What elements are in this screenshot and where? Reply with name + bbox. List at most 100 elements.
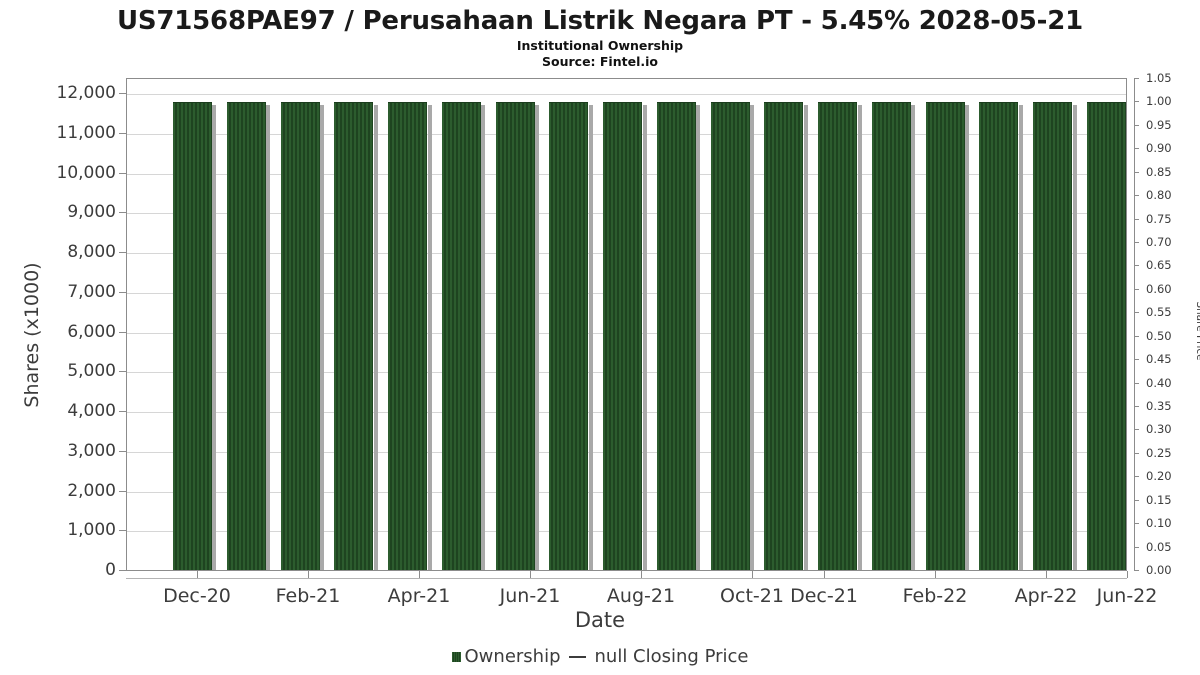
y-axis-right-tick-mark xyxy=(1134,523,1139,524)
y-axis-left-tick-label: 8,000 xyxy=(67,242,116,262)
bar[interactable] xyxy=(818,102,857,570)
y-axis-left-tick-mark xyxy=(119,570,126,571)
bar-shadow xyxy=(428,105,432,570)
x-axis-tick-mark xyxy=(197,571,198,578)
y-axis-right-tick-label: 0.75 xyxy=(1146,211,1172,226)
x-axis-tick-mark xyxy=(752,571,753,578)
y-axis-right-tick-mark xyxy=(1134,547,1139,548)
bar[interactable] xyxy=(227,102,266,570)
y-axis-right-line xyxy=(1134,78,1135,571)
y-axis-left-tick-label: 7,000 xyxy=(67,281,116,302)
bar[interactable] xyxy=(549,102,588,570)
bar-shadow xyxy=(481,105,485,570)
chart-subtitle: Institutional Ownership xyxy=(516,38,684,53)
bar[interactable] xyxy=(334,102,373,570)
bar[interactable] xyxy=(388,102,427,570)
y-axis-left-tick-label: 10,000 xyxy=(56,162,116,183)
y-axis-right-tick-label: 0.00 xyxy=(1146,563,1172,577)
bar[interactable] xyxy=(442,102,481,570)
y-axis-left-tick-mark xyxy=(119,411,126,412)
y-axis-right-tick-label: 0.25 xyxy=(1146,445,1172,460)
bar-shadow xyxy=(1019,105,1023,570)
y-axis-left-tick-label: 1,000 xyxy=(67,520,116,541)
chart-source: Source: Fintel.io xyxy=(542,54,658,69)
bar[interactable] xyxy=(1033,102,1072,570)
y-axis-right-tick-mark xyxy=(1134,289,1139,290)
y-axis-left-tick-mark xyxy=(119,212,126,213)
bar[interactable] xyxy=(711,102,750,570)
y-axis-left-tick-label: 4,000 xyxy=(67,401,116,421)
bar-shadow xyxy=(535,105,539,570)
bar-shadow xyxy=(643,105,647,570)
x-axis-ticks: Dec-20 Feb-21 Apr-21 Jun-21 Aug-21 Oct-21 Dec-… xyxy=(0,571,1200,611)
x-axis-tick-label: Aug-21 xyxy=(606,585,676,607)
plot-area xyxy=(126,78,1127,571)
bar[interactable] xyxy=(872,102,911,570)
bar[interactable] xyxy=(1087,102,1126,570)
legend-swatch-icon xyxy=(451,651,461,662)
y-axis-right-tick-mark xyxy=(1134,101,1139,102)
x-axis-tick-mark xyxy=(530,571,531,578)
bar[interactable] xyxy=(281,102,320,570)
bar-shadow xyxy=(750,105,754,570)
x-axis-tick-label: Jun-22 xyxy=(1096,585,1158,607)
y-axis-left-tick-mark xyxy=(119,133,126,134)
y-axis-right-tick-mark xyxy=(1134,500,1139,501)
y-axis-right-tick-label: 0.40 xyxy=(1146,375,1172,390)
y-axis-right-tick-label: 0.35 xyxy=(1146,399,1172,413)
x-axis-tick-mark xyxy=(824,571,825,578)
y-axis-right: 0.00 0.05 0.10 0.15 0.20 0.25 0.30 0.35 0.40 0.45… xyxy=(1134,71,1200,577)
y-axis-left-tick-label: 12,000 xyxy=(56,83,116,103)
y-axis-left-tick-mark xyxy=(119,252,126,253)
bar[interactable] xyxy=(979,102,1018,570)
x-axis-tick-label: Dec-20 xyxy=(163,585,231,607)
y-axis-left-tick-label: 9,000 xyxy=(67,202,116,223)
x-axis-tick-label: Jun-21 xyxy=(499,585,561,607)
y-axis-right-tick-label: 0.70 xyxy=(1146,235,1172,249)
legend-line-icon xyxy=(568,655,586,658)
x-axis-tick-mark xyxy=(419,571,420,578)
bar-shadow xyxy=(911,105,915,570)
y-axis-left-tick-mark xyxy=(119,530,126,531)
page-title: US71568PAE97 / Perusahaan Listrik Negara… xyxy=(116,6,1084,36)
y-axis-right-tick-label: 0.05 xyxy=(1146,539,1172,554)
y-axis-right-tick-mark xyxy=(1134,429,1139,430)
title-block: US71568PAE97 / Perusahaan Listrik Negara… xyxy=(0,0,1200,70)
bar-shadow xyxy=(266,105,270,570)
x-axis-tick-mark xyxy=(641,571,642,578)
y-axis-right-tick-label: 0.55 xyxy=(1146,305,1172,320)
bar[interactable] xyxy=(657,102,696,570)
y-axis-left: 0 1,000 2,000 3,000 4,000 5,000 6,000 7,000 8,00… xyxy=(0,78,126,580)
y-axis-left-tick-mark xyxy=(119,371,126,372)
bar-shadow xyxy=(1073,105,1077,570)
x-axis-tick-label: Apr-21 xyxy=(387,585,451,607)
y-axis-right-tick-mark xyxy=(1134,453,1139,454)
x-axis-tick-label: Dec-21 xyxy=(790,585,858,607)
y-axis-left-tick-label: 0 xyxy=(105,560,116,580)
x-axis-tick-label: Oct-21 xyxy=(720,585,784,607)
bar[interactable] xyxy=(173,102,212,570)
y-axis-left-tick-label: 2,000 xyxy=(67,480,116,501)
bar-shadow xyxy=(374,105,378,570)
legend-item-closing-price[interactable]: null Closing Price xyxy=(561,646,748,667)
gridline xyxy=(127,94,1126,95)
y-axis-right-tick-label: 0.95 xyxy=(1146,117,1172,132)
bars-layer xyxy=(127,79,1126,570)
bar[interactable] xyxy=(603,102,642,570)
y-axis-right-tick-mark xyxy=(1134,78,1139,79)
y-axis-right-tick-label: 1.05 xyxy=(1146,71,1172,85)
x-axis-tick-mark xyxy=(935,571,936,578)
y-axis-left-tick-mark xyxy=(119,491,126,492)
x-axis-tick-mark xyxy=(1127,571,1128,578)
y-axis-right-tick-label: 0.20 xyxy=(1146,469,1172,484)
bar[interactable] xyxy=(926,102,965,570)
bar[interactable] xyxy=(496,102,535,570)
legend-item-ownership[interactable]: Ownership xyxy=(451,646,561,667)
x-axis-tick-label: Feb-21 xyxy=(275,585,341,607)
x-axis-tick-mark xyxy=(308,571,309,578)
bar[interactable] xyxy=(764,102,803,570)
bar-shadow xyxy=(320,105,324,570)
y-axis-right-tick-mark xyxy=(1134,383,1139,384)
y-axis-right-tick-mark xyxy=(1134,148,1139,149)
x-axis-line xyxy=(126,578,1127,579)
